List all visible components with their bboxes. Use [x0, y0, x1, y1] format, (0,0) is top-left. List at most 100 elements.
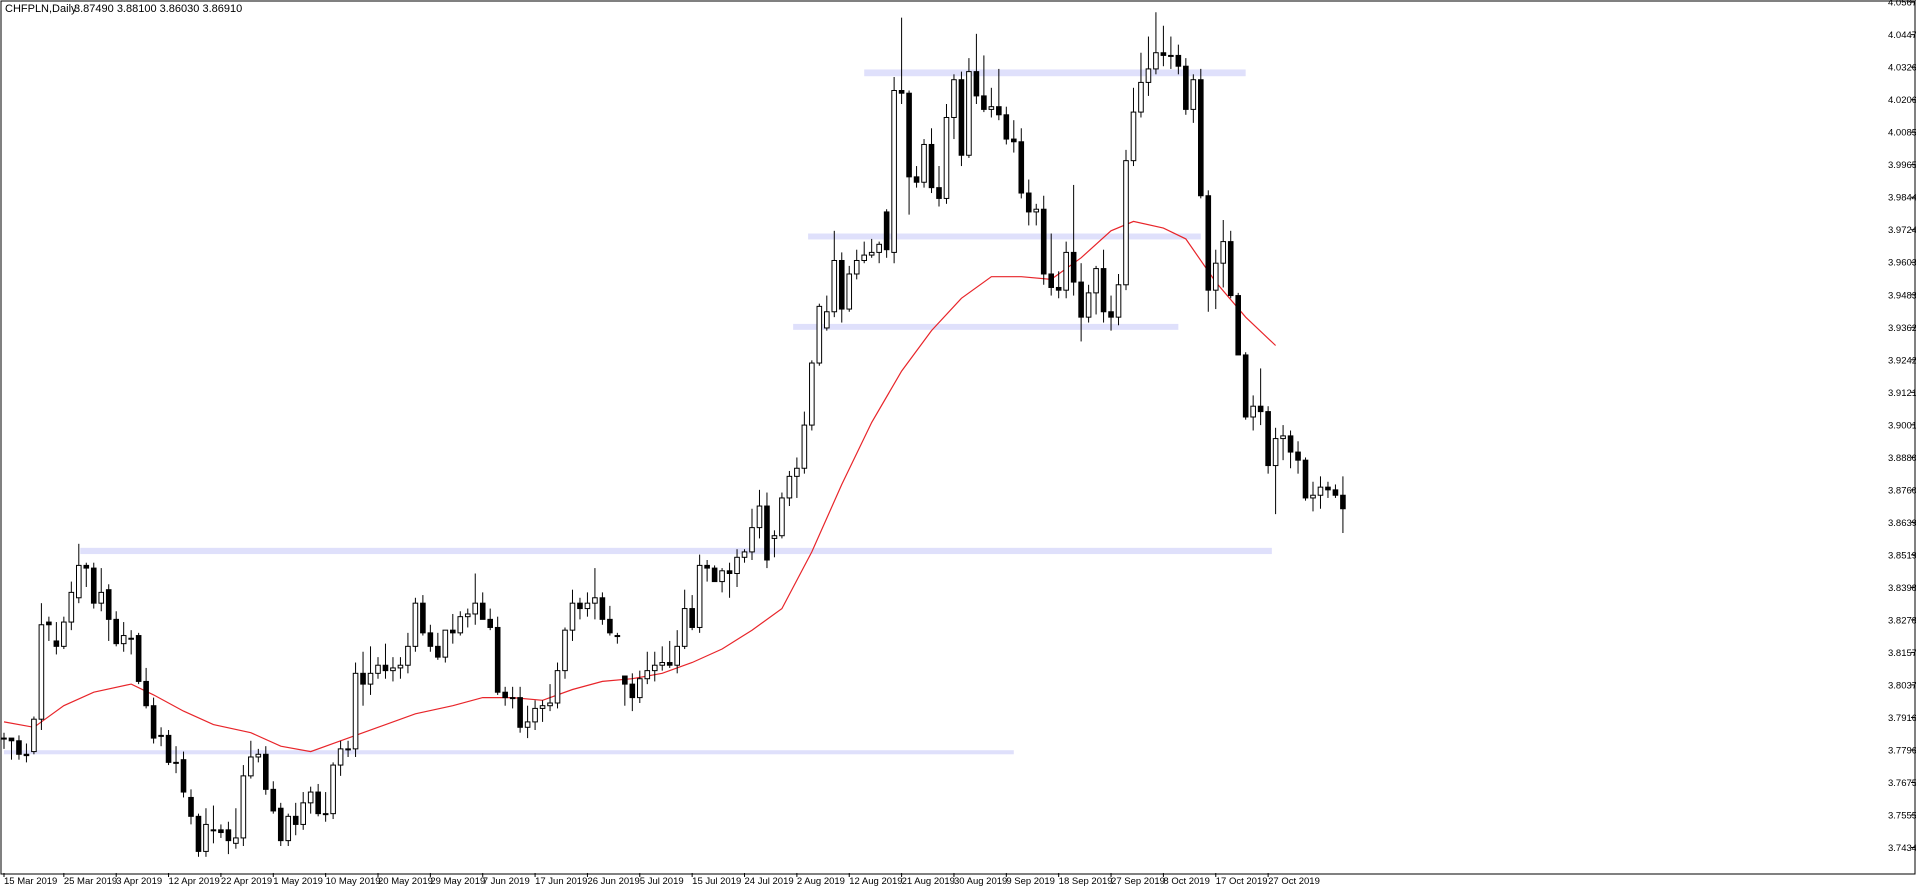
candle-62 [464, 608, 471, 628]
candle-body-bear [8, 737, 15, 742]
candle-body-bear [981, 95, 987, 110]
candle-body-bull [637, 678, 643, 699]
candle-120 [898, 17, 905, 104]
candle-142 [1063, 241, 1069, 299]
candle-body-bear [435, 645, 441, 658]
candle-10 [76, 543, 82, 604]
price-tick-label: 3.99650 [1888, 160, 1916, 171]
candle-body-bear [1003, 114, 1010, 140]
candle-body-bear [711, 567, 718, 583]
candle-body-bear [23, 753, 30, 757]
candle-body-bear [726, 570, 733, 574]
candle-body-bull [352, 672, 359, 750]
candle-body-bull [891, 90, 897, 253]
candle-157 [1175, 44, 1182, 75]
zones-layer [4, 69, 1272, 755]
candle-body-bear [913, 176, 920, 183]
candle-82 [614, 632, 621, 644]
candle-28 [210, 805, 217, 844]
candle-117 [876, 241, 882, 264]
candle-58 [435, 632, 441, 660]
candle-body-bull [173, 761, 179, 764]
candle-body-bull [651, 664, 658, 672]
candle-123 [921, 139, 927, 188]
candle-body-bear [292, 815, 299, 825]
price-tick-label: 3.87600 [1888, 485, 1916, 496]
time-tick-label: 17 Jun 2019 [535, 876, 587, 887]
candle-9 [68, 581, 75, 631]
candle-107 [801, 411, 808, 474]
candle-body-bull [76, 564, 82, 599]
candle-69 [517, 686, 523, 733]
candle-body-bear [360, 672, 366, 685]
candle-body-bull [988, 106, 995, 110]
candle-body-bull [233, 837, 239, 844]
candle-151 [1130, 87, 1137, 167]
candle-body-bear [928, 143, 935, 189]
time-tick-label: 22 Apr 2019 [221, 876, 272, 887]
candle-body-bull [569, 602, 576, 631]
candle-body-bear [113, 618, 120, 645]
candle-154 [1153, 12, 1159, 75]
candle-164 [1227, 230, 1234, 299]
candle-body-bull [824, 311, 830, 329]
candle-166 [1242, 352, 1249, 420]
candle-body-bull [816, 305, 823, 364]
candle-110 [824, 295, 830, 331]
candle-body-bear [450, 629, 456, 634]
time-tick-label: 15 Mar 2019 [4, 876, 57, 887]
price-tick-label: 4.03265 [1888, 63, 1916, 74]
candle-95 [711, 565, 718, 583]
candle-body-bull [921, 143, 927, 183]
candle-152 [1138, 52, 1144, 118]
candle-body-bear [263, 753, 269, 790]
candle-body-bull [1085, 292, 1092, 318]
candle-89 [666, 640, 673, 668]
candle-body-bear [1018, 141, 1025, 194]
candle-body-bull [831, 259, 838, 313]
candle-5 [38, 603, 45, 730]
candle-body-bull [943, 116, 950, 199]
candle-body-bear [218, 829, 224, 834]
candle-51 [382, 643, 389, 679]
candle-66 [494, 616, 501, 695]
candle-167 [1250, 395, 1256, 431]
time-tick-label: 15 Jul 2019 [692, 876, 741, 887]
time-tick-label: 8 Oct 2019 [1163, 876, 1209, 887]
candle-24 [180, 751, 187, 798]
candles-layer [1, 12, 1346, 857]
candle-body-bull [158, 734, 164, 737]
price-tick-label: 4.00855 [1888, 128, 1916, 139]
candle-172 [1287, 430, 1294, 469]
candle-body-bear [689, 608, 695, 628]
time-tick-label: 2 Aug 2019 [797, 876, 845, 887]
candle-116 [868, 238, 875, 258]
candle-body-bull [203, 823, 209, 852]
candle-102 [764, 492, 770, 569]
candle-body-bull [562, 629, 568, 672]
candle-144 [1078, 263, 1084, 342]
candle-body-bull [1317, 486, 1324, 496]
candle-72 [539, 700, 546, 722]
candle-body-bear [420, 602, 426, 634]
candle-body-bull [345, 748, 351, 751]
candle-52 [390, 657, 396, 682]
candle-body-bull [405, 645, 411, 666]
candle-147 [1100, 249, 1107, 323]
candle-127 [951, 74, 957, 140]
candle-body-bull [734, 556, 740, 574]
candle-body-bear [883, 211, 890, 251]
candle-26 [195, 813, 202, 857]
candle-body-bear [906, 92, 912, 178]
candle-148 [1108, 295, 1114, 331]
candle-body-bear [1257, 405, 1264, 413]
candle-2 [16, 735, 22, 760]
candle-134 [1003, 106, 1010, 145]
moving-average-line [3, 220, 1277, 753]
candle-body-bear [764, 505, 770, 561]
zone-1 [4, 750, 1014, 755]
candle-body-bear [180, 759, 187, 793]
candle-131 [981, 55, 987, 113]
